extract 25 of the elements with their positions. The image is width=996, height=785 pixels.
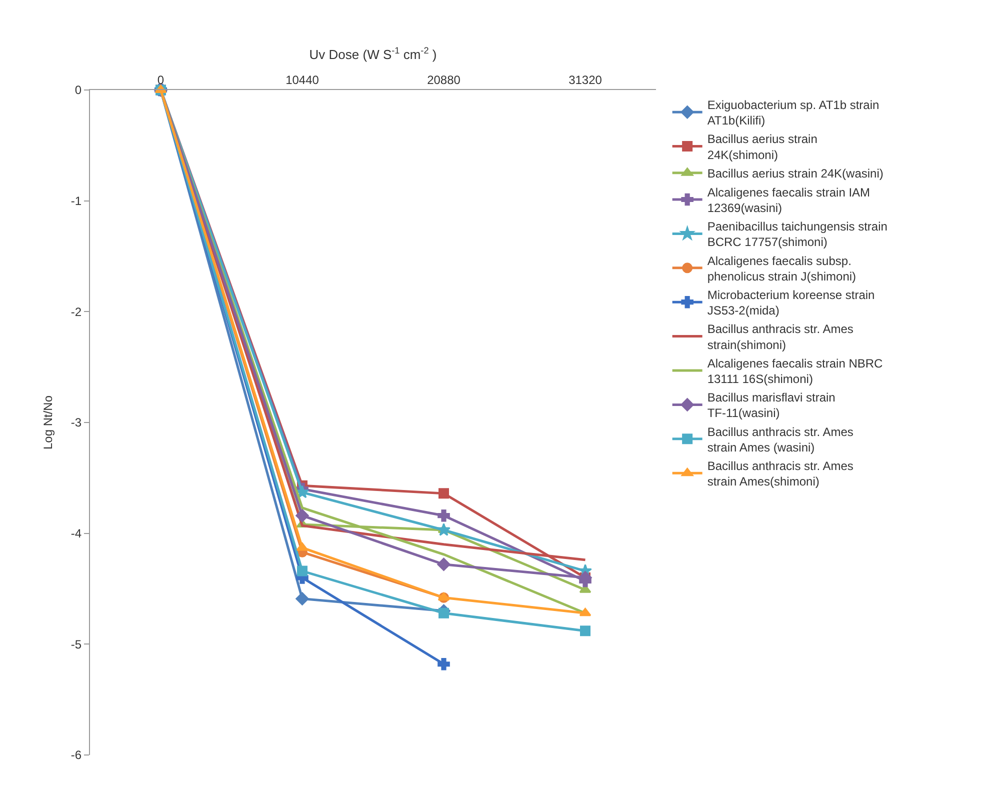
legend-label: Exiguobacterium sp. AT1b strain AT1b(Kilifi) <box>707 98 880 128</box>
legend-label: Bacillus anthracis str. Ames strain(shimoni) <box>707 322 854 352</box>
y-tick-label: -6 <box>70 748 82 762</box>
x-tick-label: 20880 <box>427 73 461 88</box>
legend-label: Bacillus anthracis str. Ames strain Ames(shimoni) <box>707 458 854 489</box>
x-tick-label: 31320 <box>568 73 602 88</box>
legend-label: Bacillus aerius strain 24K(shimoni) <box>707 132 818 162</box>
y-tick-label: 0 <box>74 83 82 98</box>
y-axis-title: Log Nt/No <box>41 395 56 450</box>
legend-label: Bacillus marisflavi strain TF-11(wasini) <box>707 390 836 420</box>
legend-label: Bacillus anthracis str. Ames strain Ames (wasini) <box>707 424 854 454</box>
legend-label: Paenibacillus taichungensis strain BCRC 17757(shimoni) <box>707 220 888 250</box>
x-tick-label: 0 <box>157 73 164 88</box>
legend-label: Alcaligenes faecalis strain IAM 12369(wasini) <box>707 185 870 215</box>
legend-label: Bacillus aerius strain 24K(wasini) <box>707 166 884 181</box>
y-tick-label: -2 <box>70 304 82 319</box>
legend-label: Microbacterium koreense strain JS53-2(mida) <box>707 288 875 318</box>
y-tick-label: -1 <box>70 194 82 208</box>
x-axis-title: Uv Dose (W S$^{-1}$ cm$^{-2}$ ) <box>309 46 437 62</box>
x-tick-label: 10440 <box>286 73 320 88</box>
y-tick-label: -5 <box>70 637 82 652</box>
legend-label: Alcaligenes faecalis strain NBRC 13111 16S(shimoni) <box>707 356 884 386</box>
legend-label: Alcaligenes faecalis subsp. phenolicus strain J(shimoni) <box>707 254 856 284</box>
y-tick-label: -3 <box>70 416 82 430</box>
y-tick-label: -4 <box>70 526 82 541</box>
